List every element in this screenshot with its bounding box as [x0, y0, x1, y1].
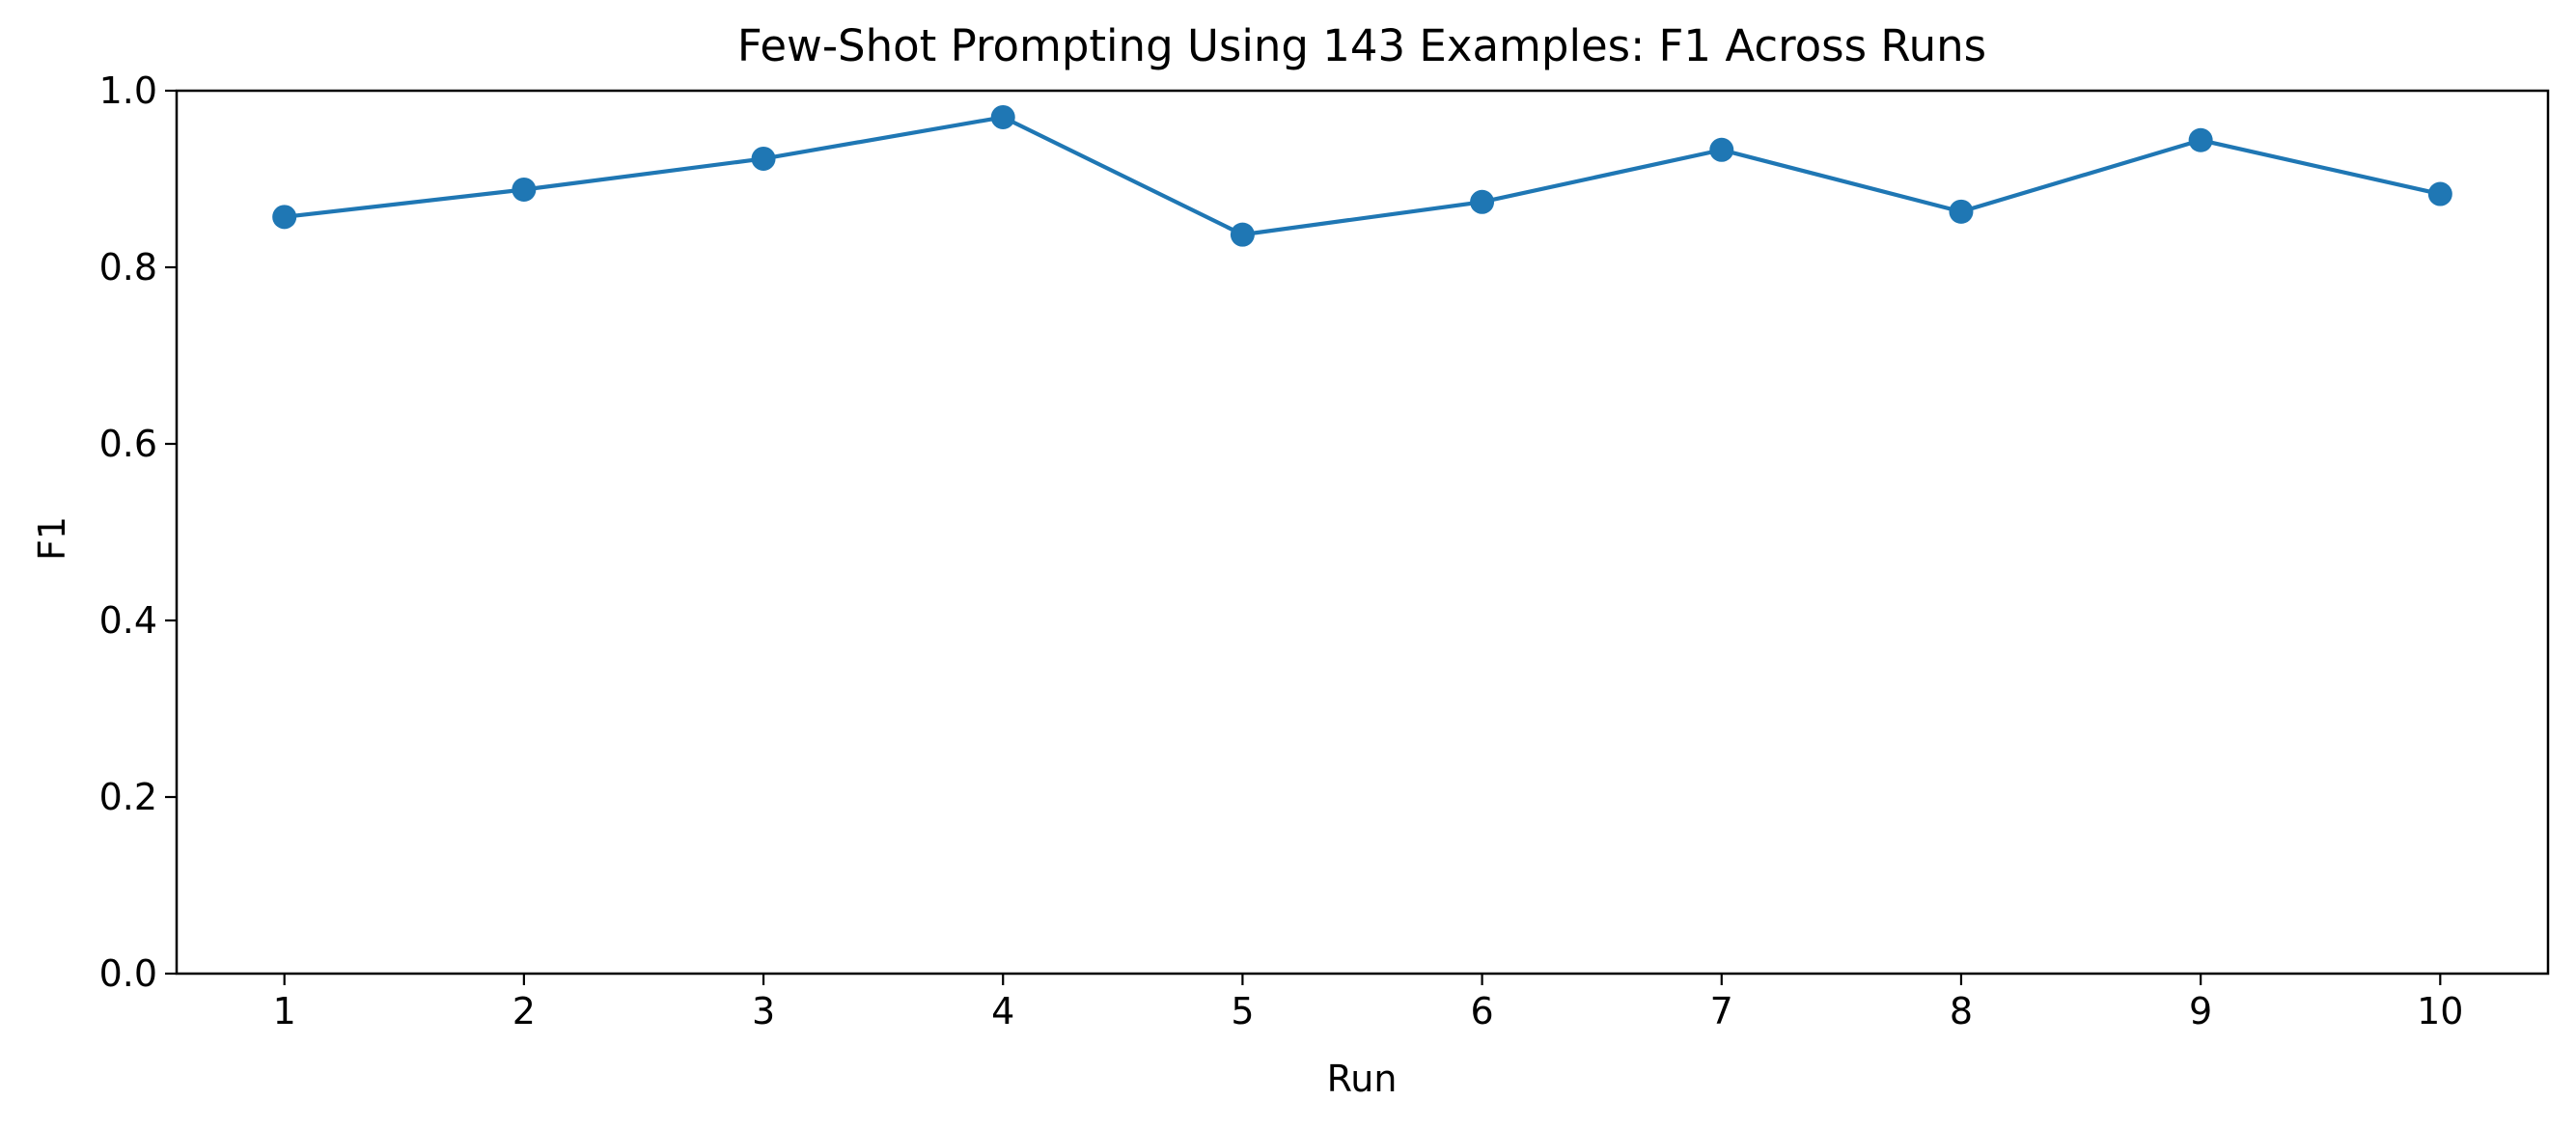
data-point [1949, 199, 1974, 224]
y-tick-label: 0.2 [99, 776, 157, 818]
plot-area-frame [175, 89, 2550, 976]
data-point [1709, 137, 1734, 162]
x-tick-label: 9 [2189, 990, 2212, 1032]
y-axis-label: F1 [31, 516, 73, 561]
x-tick-label: 4 [991, 990, 1014, 1032]
data-point [1230, 222, 1255, 247]
x-tick-label: 6 [1470, 990, 1493, 1032]
x-tick-label: 8 [1950, 990, 1973, 1032]
x-tick-label: 5 [1231, 990, 1254, 1032]
x-tick-label: 10 [2417, 990, 2463, 1032]
y-tick-label: 0.4 [99, 599, 157, 642]
y-tick-label: 1.0 [99, 69, 157, 112]
y-tick-label: 0.0 [99, 952, 157, 995]
x-axis-ticks: 1 2 3 4 5 6 7 8 9 10 [273, 974, 2463, 1032]
data-point [2188, 127, 2213, 152]
data-point [751, 146, 776, 171]
y-axis-ticks: 0.0 0.2 0.4 0.6 0.8 1.0 [99, 69, 177, 995]
y-tick-label: 0.8 [99, 246, 157, 289]
data-point [512, 177, 537, 202]
x-axis-label: Run [1327, 1058, 1398, 1100]
x-tick-label: 1 [273, 990, 296, 1032]
data-point [990, 104, 1015, 129]
series-layer [272, 104, 2452, 247]
x-tick-label: 3 [752, 990, 775, 1032]
chart-title: Few-Shot Prompting Using 143 Examples: F… [737, 20, 1986, 71]
series-line [282, 115, 2443, 237]
x-tick-label: 7 [1710, 990, 1733, 1032]
y-tick-label: 0.6 [99, 423, 157, 465]
data-point [272, 205, 297, 230]
x-tick-label: 2 [512, 990, 536, 1032]
data-point [2427, 181, 2452, 206]
data-point [1470, 189, 1495, 214]
